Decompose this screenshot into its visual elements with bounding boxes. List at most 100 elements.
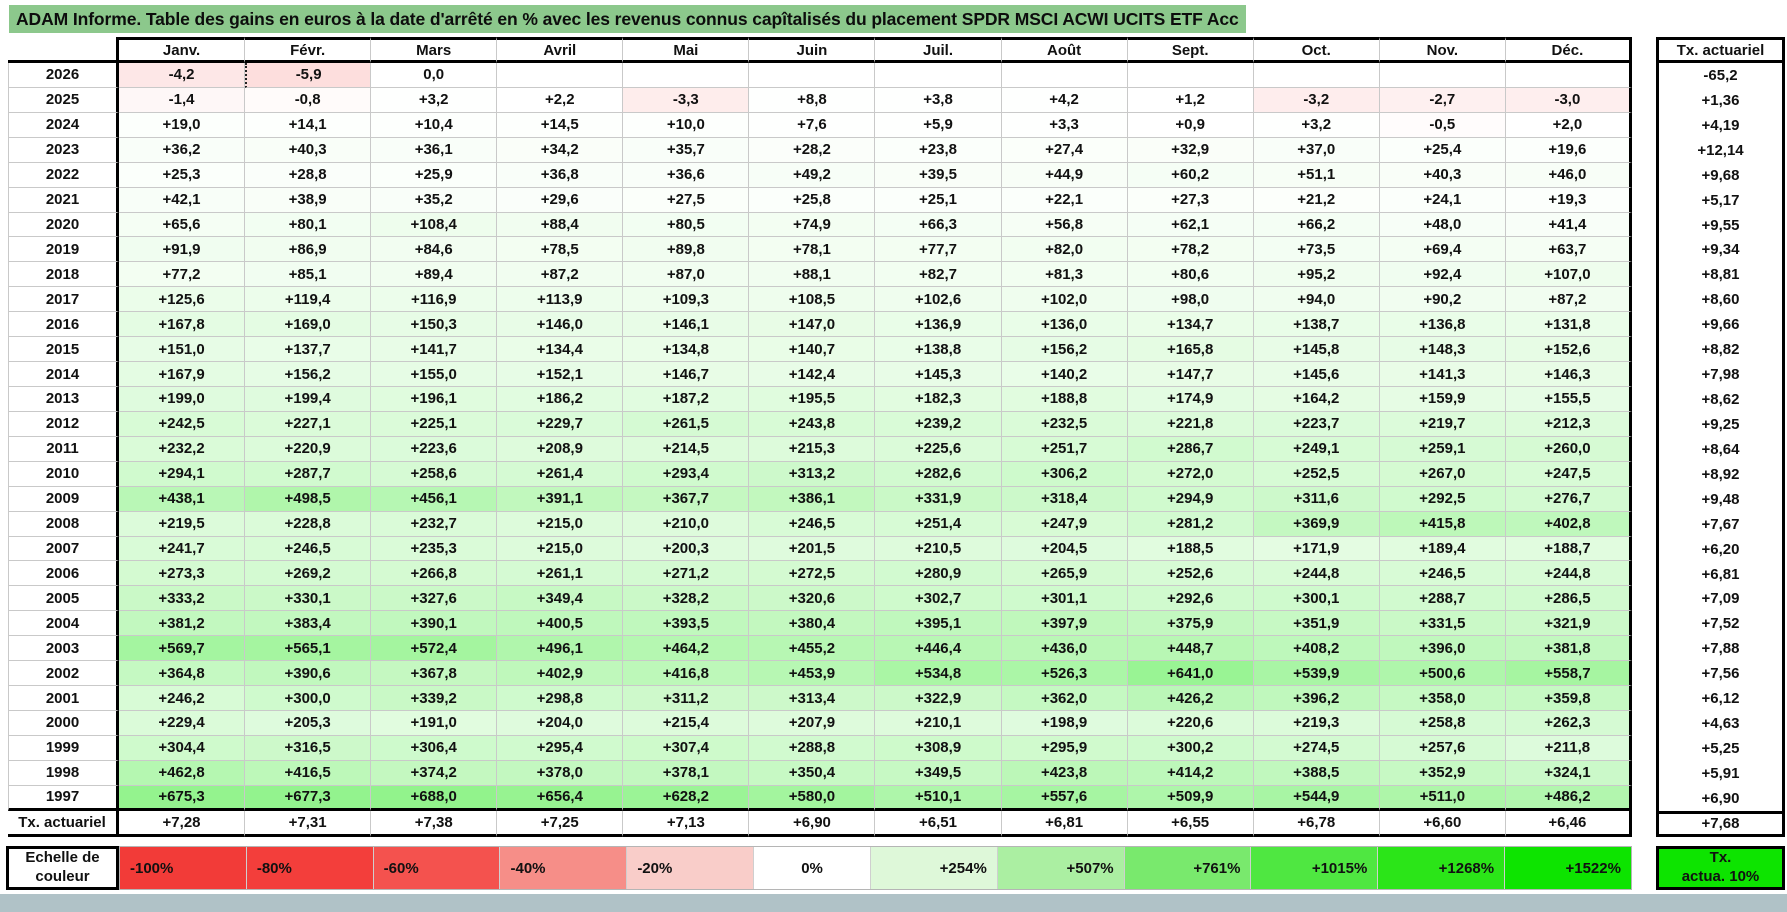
value-cell-2021-9[interactable]: +27,3 xyxy=(1127,187,1254,213)
value-cell-2022-8[interactable]: +44,9 xyxy=(1001,162,1128,188)
value-cell-2004-4[interactable]: +400,5 xyxy=(497,611,624,637)
month-header-12[interactable]: Déc. xyxy=(1505,37,1632,63)
footer-value-11[interactable]: +6,60 xyxy=(1379,810,1506,837)
value-cell-2006-3[interactable]: +266,8 xyxy=(371,561,498,587)
tx-actuariel-footer-value[interactable]: +7,68 xyxy=(1656,810,1785,837)
value-cell-2016-8[interactable]: +136,0 xyxy=(1001,312,1128,338)
value-cell-2012-8[interactable]: +232,5 xyxy=(1001,411,1128,437)
value-cell-2002-9[interactable]: +641,0 xyxy=(1127,661,1254,687)
tx-actuariel-value-2017[interactable]: +8,60 xyxy=(1701,291,1740,309)
value-cell-2022-6[interactable]: +49,2 xyxy=(749,162,876,188)
value-cell-1999-11[interactable]: +257,6 xyxy=(1379,735,1506,761)
value-cell-2010-1[interactable]: +294,1 xyxy=(119,461,246,487)
value-cell-2023-5[interactable]: +35,7 xyxy=(623,137,750,163)
year-label-2024[interactable]: 2024 xyxy=(8,112,119,138)
value-cell-2014-2[interactable]: +156,2 xyxy=(245,362,372,387)
value-cell-2014-1[interactable]: +167,9 xyxy=(119,362,246,387)
value-cell-2021-7[interactable]: +25,1 xyxy=(875,187,1002,213)
value-cell-2015-3[interactable]: +141,7 xyxy=(371,337,498,363)
value-cell-2012-9[interactable]: +221,8 xyxy=(1127,411,1254,437)
value-cell-2001-5[interactable]: +311,2 xyxy=(623,686,750,711)
value-cell-2026-5[interactable] xyxy=(623,63,750,88)
value-cell-2024-9[interactable]: +0,9 xyxy=(1127,112,1254,138)
year-label-1997[interactable]: 1997 xyxy=(8,785,119,811)
tx-actuariel-value-2021[interactable]: +5,17 xyxy=(1701,191,1740,209)
tx-actuariel-value-2024[interactable]: +4,19 xyxy=(1701,116,1740,134)
value-cell-2003-10[interactable]: +408,2 xyxy=(1253,636,1380,662)
year-label-2000[interactable]: 2000 xyxy=(8,710,119,736)
value-cell-2007-6[interactable]: +201,5 xyxy=(749,536,876,562)
month-header-1[interactable]: Janv. xyxy=(119,37,246,63)
tx-actuariel-value-2005[interactable]: +7,09 xyxy=(1701,590,1740,608)
tx-actuariel-value-2015[interactable]: +8,82 xyxy=(1701,341,1740,359)
value-cell-2008-10[interactable]: +369,9 xyxy=(1253,511,1380,537)
year-label-2016[interactable]: 2016 xyxy=(8,312,119,338)
value-cell-2025-8[interactable]: +4,2 xyxy=(1001,87,1128,113)
value-cell-2017-12[interactable]: +87,2 xyxy=(1505,287,1632,313)
value-cell-2013-12[interactable]: +155,5 xyxy=(1505,386,1632,412)
value-cell-2012-6[interactable]: +243,8 xyxy=(749,411,876,437)
value-cell-2018-6[interactable]: +88,1 xyxy=(749,262,876,288)
value-cell-2014-4[interactable]: +152,1 xyxy=(497,362,624,387)
value-cell-2006-5[interactable]: +271,2 xyxy=(623,561,750,587)
footer-value-3[interactable]: +7,38 xyxy=(371,810,498,837)
value-cell-2001-9[interactable]: +426,2 xyxy=(1127,686,1254,711)
value-cell-2015-7[interactable]: +138,8 xyxy=(875,337,1002,363)
value-cell-2013-10[interactable]: +164,2 xyxy=(1253,386,1380,412)
value-cell-2010-10[interactable]: +252,5 xyxy=(1253,461,1380,487)
value-cell-2002-3[interactable]: +367,8 xyxy=(371,661,498,687)
value-cell-2020-6[interactable]: +74,9 xyxy=(749,212,876,238)
value-cell-2023-3[interactable]: +36,1 xyxy=(371,137,498,163)
value-cell-2017-8[interactable]: +102,0 xyxy=(1001,287,1128,313)
value-cell-2011-10[interactable]: +249,1 xyxy=(1253,436,1380,462)
value-cell-2012-11[interactable]: +219,7 xyxy=(1379,411,1506,437)
footer-value-8[interactable]: +6,81 xyxy=(1001,810,1128,837)
value-cell-1999-8[interactable]: +295,9 xyxy=(1001,735,1128,761)
year-label-2023[interactable]: 2023 xyxy=(8,137,119,163)
value-cell-1997-2[interactable]: +677,3 xyxy=(245,785,372,811)
value-cell-2002-5[interactable]: +416,8 xyxy=(623,661,750,687)
value-cell-2008-3[interactable]: +232,7 xyxy=(371,511,498,537)
value-cell-2009-9[interactable]: +294,9 xyxy=(1127,486,1254,512)
value-cell-2015-10[interactable]: +145,8 xyxy=(1253,337,1380,363)
value-cell-2018-4[interactable]: +87,2 xyxy=(497,262,624,288)
value-cell-2019-1[interactable]: +91,9 xyxy=(119,237,246,263)
value-cell-2020-10[interactable]: +66,2 xyxy=(1253,212,1380,238)
value-cell-2019-11[interactable]: +69,4 xyxy=(1379,237,1506,263)
value-cell-2023-8[interactable]: +27,4 xyxy=(1001,137,1128,163)
value-cell-2017-7[interactable]: +102,6 xyxy=(875,287,1002,313)
value-cell-2020-2[interactable]: +80,1 xyxy=(245,212,372,238)
year-label-2021[interactable]: 2021 xyxy=(8,187,119,213)
tx-actuariel-value-2006[interactable]: +6,81 xyxy=(1701,565,1740,583)
value-cell-2004-2[interactable]: +383,4 xyxy=(245,611,372,637)
value-cell-2005-3[interactable]: +327,6 xyxy=(371,586,498,612)
value-cell-2001-7[interactable]: +322,9 xyxy=(875,686,1002,711)
value-cell-2022-5[interactable]: +36,6 xyxy=(623,162,750,188)
value-cell-2024-3[interactable]: +10,4 xyxy=(371,112,498,138)
value-cell-2012-2[interactable]: +227,1 xyxy=(245,411,372,437)
value-cell-2004-1[interactable]: +381,2 xyxy=(119,611,246,637)
value-cell-2013-3[interactable]: +196,1 xyxy=(371,386,498,412)
value-cell-2023-2[interactable]: +40,3 xyxy=(245,137,372,163)
value-cell-2020-9[interactable]: +62,1 xyxy=(1127,212,1254,238)
value-cell-2000-10[interactable]: +219,3 xyxy=(1253,710,1380,736)
value-cell-2008-11[interactable]: +415,8 xyxy=(1379,511,1506,537)
value-cell-2010-11[interactable]: +267,0 xyxy=(1379,461,1506,487)
value-cell-2004-12[interactable]: +321,9 xyxy=(1505,611,1632,637)
value-cell-2019-8[interactable]: +82,0 xyxy=(1001,237,1128,263)
value-cell-2013-8[interactable]: +188,8 xyxy=(1001,386,1128,412)
value-cell-2006-2[interactable]: +269,2 xyxy=(245,561,372,587)
value-cell-2019-5[interactable]: +89,8 xyxy=(623,237,750,263)
value-cell-2024-8[interactable]: +3,3 xyxy=(1001,112,1128,138)
month-header-4[interactable]: Avril xyxy=(497,37,624,63)
value-cell-1998-4[interactable]: +378,0 xyxy=(497,760,624,786)
value-cell-2022-11[interactable]: +40,3 xyxy=(1379,162,1506,188)
value-cell-2003-8[interactable]: +436,0 xyxy=(1001,636,1128,662)
value-cell-1999-9[interactable]: +300,2 xyxy=(1127,735,1254,761)
value-cell-2014-12[interactable]: +146,3 xyxy=(1505,362,1632,387)
value-cell-2016-3[interactable]: +150,3 xyxy=(371,312,498,338)
year-label-2002[interactable]: 2002 xyxy=(8,661,119,687)
value-cell-2022-1[interactable]: +25,3 xyxy=(119,162,246,188)
value-cell-2010-6[interactable]: +313,2 xyxy=(749,461,876,487)
value-cell-2017-2[interactable]: +119,4 xyxy=(245,287,372,313)
